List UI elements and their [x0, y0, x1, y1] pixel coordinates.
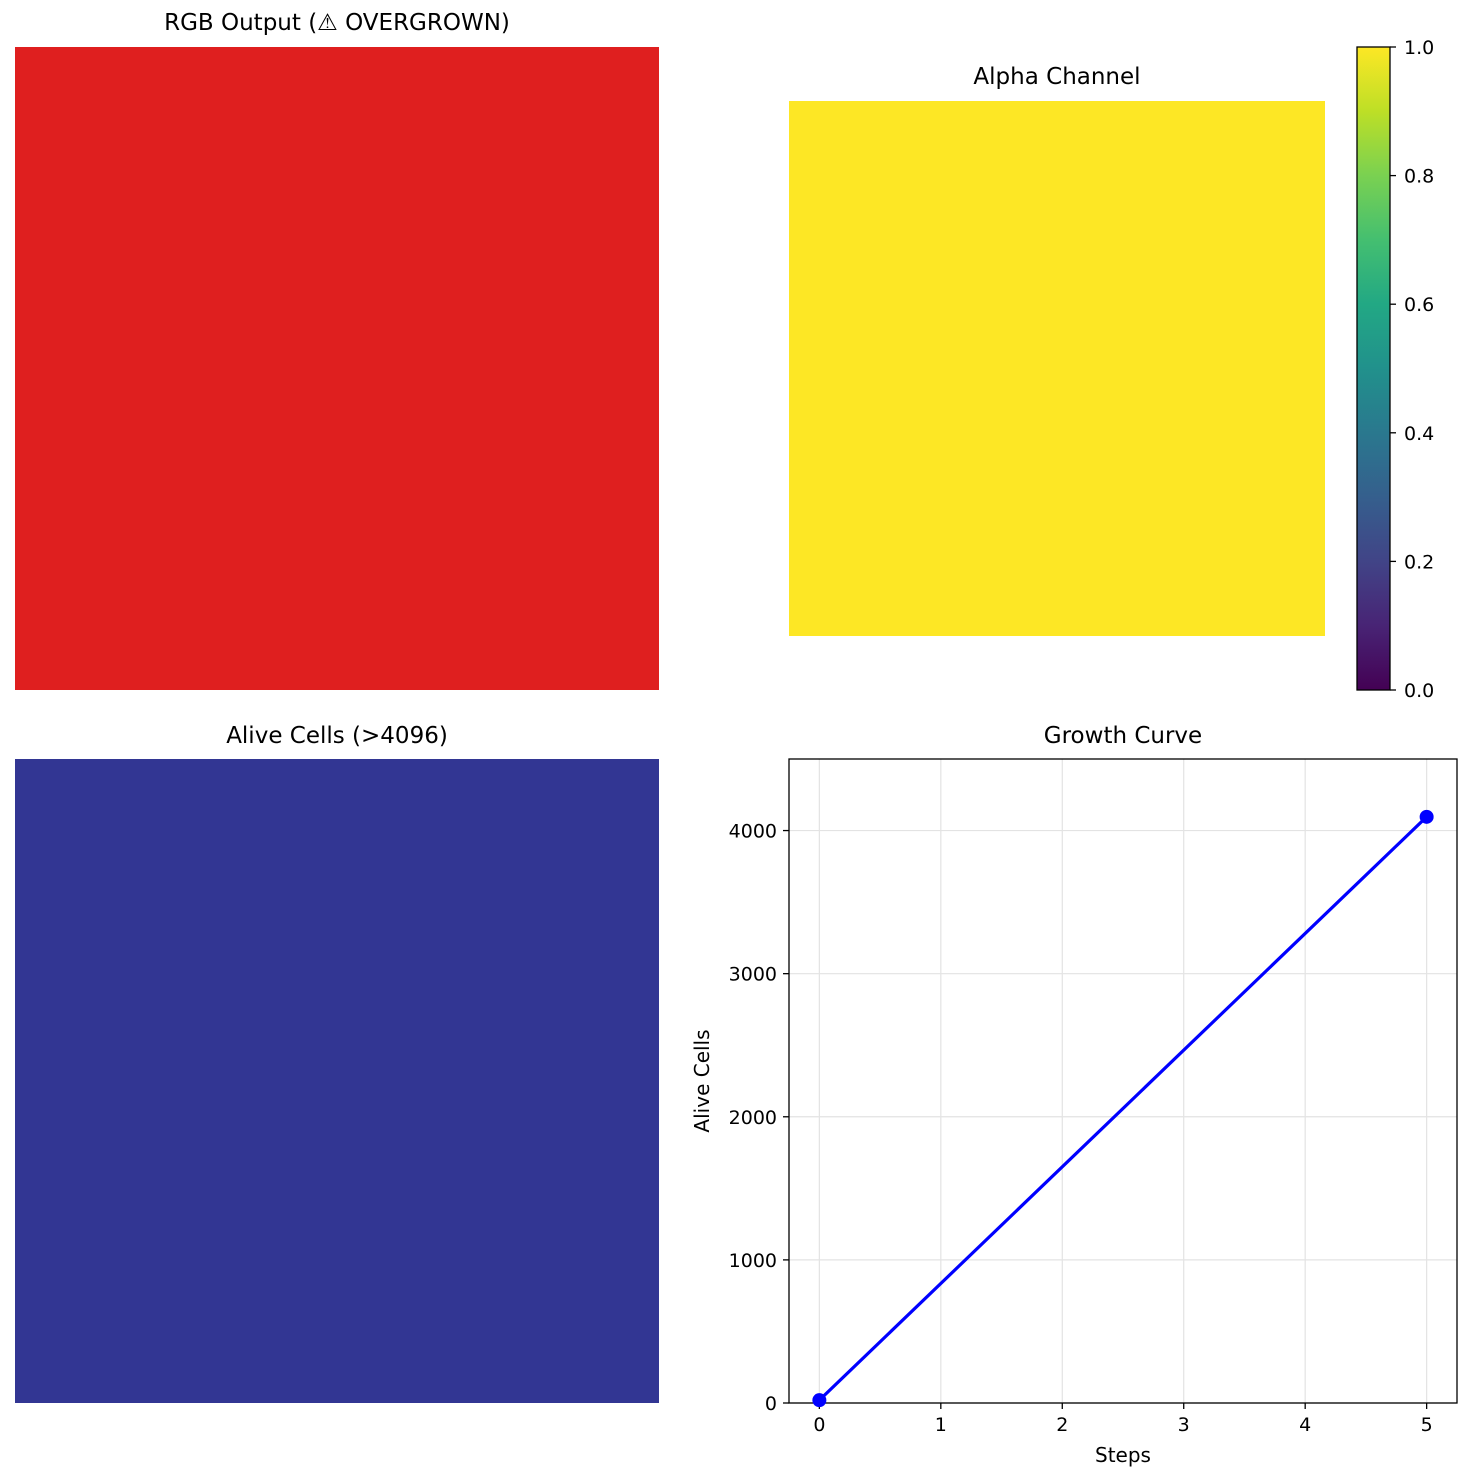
growth-series-line: [818, 815, 1428, 1402]
growth-x-tick-label: 3: [1178, 1414, 1190, 1436]
growth-plot-frame: [788, 758, 1458, 1404]
colorbar-tick-label: 0.8: [1404, 166, 1434, 188]
colorbar-tick-label: 1.0: [1404, 37, 1434, 59]
colorbar-tick-label: 0.0: [1404, 680, 1434, 702]
alpha-colorbar: 0.0 0.2 0.4 0.6 0.8 1.0: [1356, 37, 1434, 702]
growth-y-tick-label: 4000: [729, 821, 777, 843]
rgb-output-title: RGB Output (⚠ OVERGROWN): [164, 10, 510, 36]
growth-data-point: [812, 1393, 827, 1408]
alive-cells-image: [15, 759, 659, 1403]
colorbar-tick-label: 0.6: [1404, 294, 1434, 316]
rgb-output-image: [15, 47, 659, 690]
colorbar-tick-label: 0.2: [1404, 551, 1434, 573]
alpha-channel-title: Alpha Channel: [973, 64, 1141, 90]
growth-x-tick-label: 1: [935, 1414, 947, 1436]
alpha-channel-image: [789, 101, 1325, 636]
growth-y-tick-label: 0: [765, 1393, 777, 1415]
growth-xlabel: Steps: [1095, 1443, 1151, 1467]
colorbar-tick-label: 0.4: [1404, 423, 1434, 445]
alive-cells-title: Alive Cells (>4096): [226, 723, 448, 749]
growth-y-tick-label: 1000: [729, 1250, 777, 1272]
growth-y-tick-label: 3000: [729, 964, 777, 986]
growth-x-tick-label: 2: [1056, 1414, 1068, 1436]
growth-x-tick-label: 0: [813, 1414, 825, 1436]
growth-x-tick-label: 4: [1299, 1414, 1311, 1436]
growth-x-tick-label: 5: [1421, 1414, 1433, 1436]
growth-ylabel: Alive Cells: [690, 1029, 714, 1132]
growth-data-point: [1419, 809, 1434, 824]
growth-curve-title: Growth Curve: [1043, 723, 1203, 749]
colorbar-gradient: [1356, 46, 1391, 691]
growth-y-tick-label: 2000: [729, 1107, 777, 1129]
